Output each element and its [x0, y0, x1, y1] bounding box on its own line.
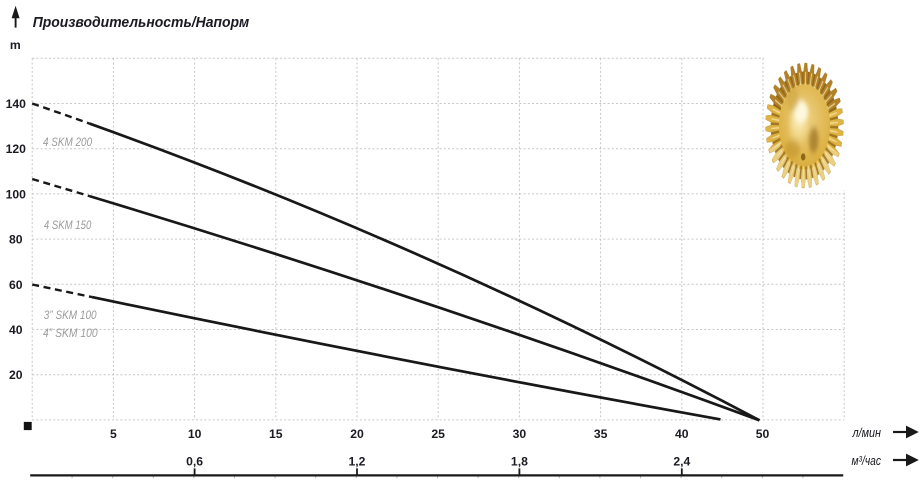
svg-text:5: 5	[110, 427, 117, 441]
svg-text:4 SKM 150: 4 SKM 150	[44, 218, 92, 232]
svg-text:10: 10	[188, 427, 202, 441]
svg-text:15: 15	[269, 427, 283, 441]
svg-text:100: 100	[6, 187, 27, 201]
svg-text:4” SKM 100: 4” SKM 100	[43, 326, 98, 340]
svg-text:35: 35	[594, 427, 608, 441]
svg-text:60: 60	[9, 278, 23, 292]
svg-text:Производительность/Напорм: Производительность/Напорм	[33, 14, 250, 31]
svg-text:120: 120	[6, 142, 27, 156]
svg-text:0,6: 0,6	[186, 455, 203, 469]
svg-text:1,2: 1,2	[349, 455, 366, 469]
svg-text:20: 20	[350, 427, 364, 441]
svg-text:м³/час: м³/час	[852, 454, 882, 468]
svg-text:2,4: 2,4	[673, 455, 690, 469]
svg-text:m: m	[10, 38, 21, 52]
svg-text:3” SKM 100: 3” SKM 100	[44, 308, 97, 322]
svg-text:л/мин: л/мин	[852, 426, 881, 440]
svg-text:4 SKM 200: 4 SKM 200	[43, 135, 92, 149]
svg-text:30: 30	[513, 427, 527, 441]
svg-text:140: 140	[6, 97, 27, 111]
svg-text:40: 40	[675, 427, 689, 441]
svg-text:40: 40	[9, 323, 23, 337]
svg-text:50: 50	[756, 427, 770, 441]
svg-text:20: 20	[9, 368, 23, 382]
svg-text:80: 80	[9, 233, 23, 247]
svg-text:1,8: 1,8	[511, 455, 528, 469]
svg-text:25: 25	[431, 427, 445, 441]
